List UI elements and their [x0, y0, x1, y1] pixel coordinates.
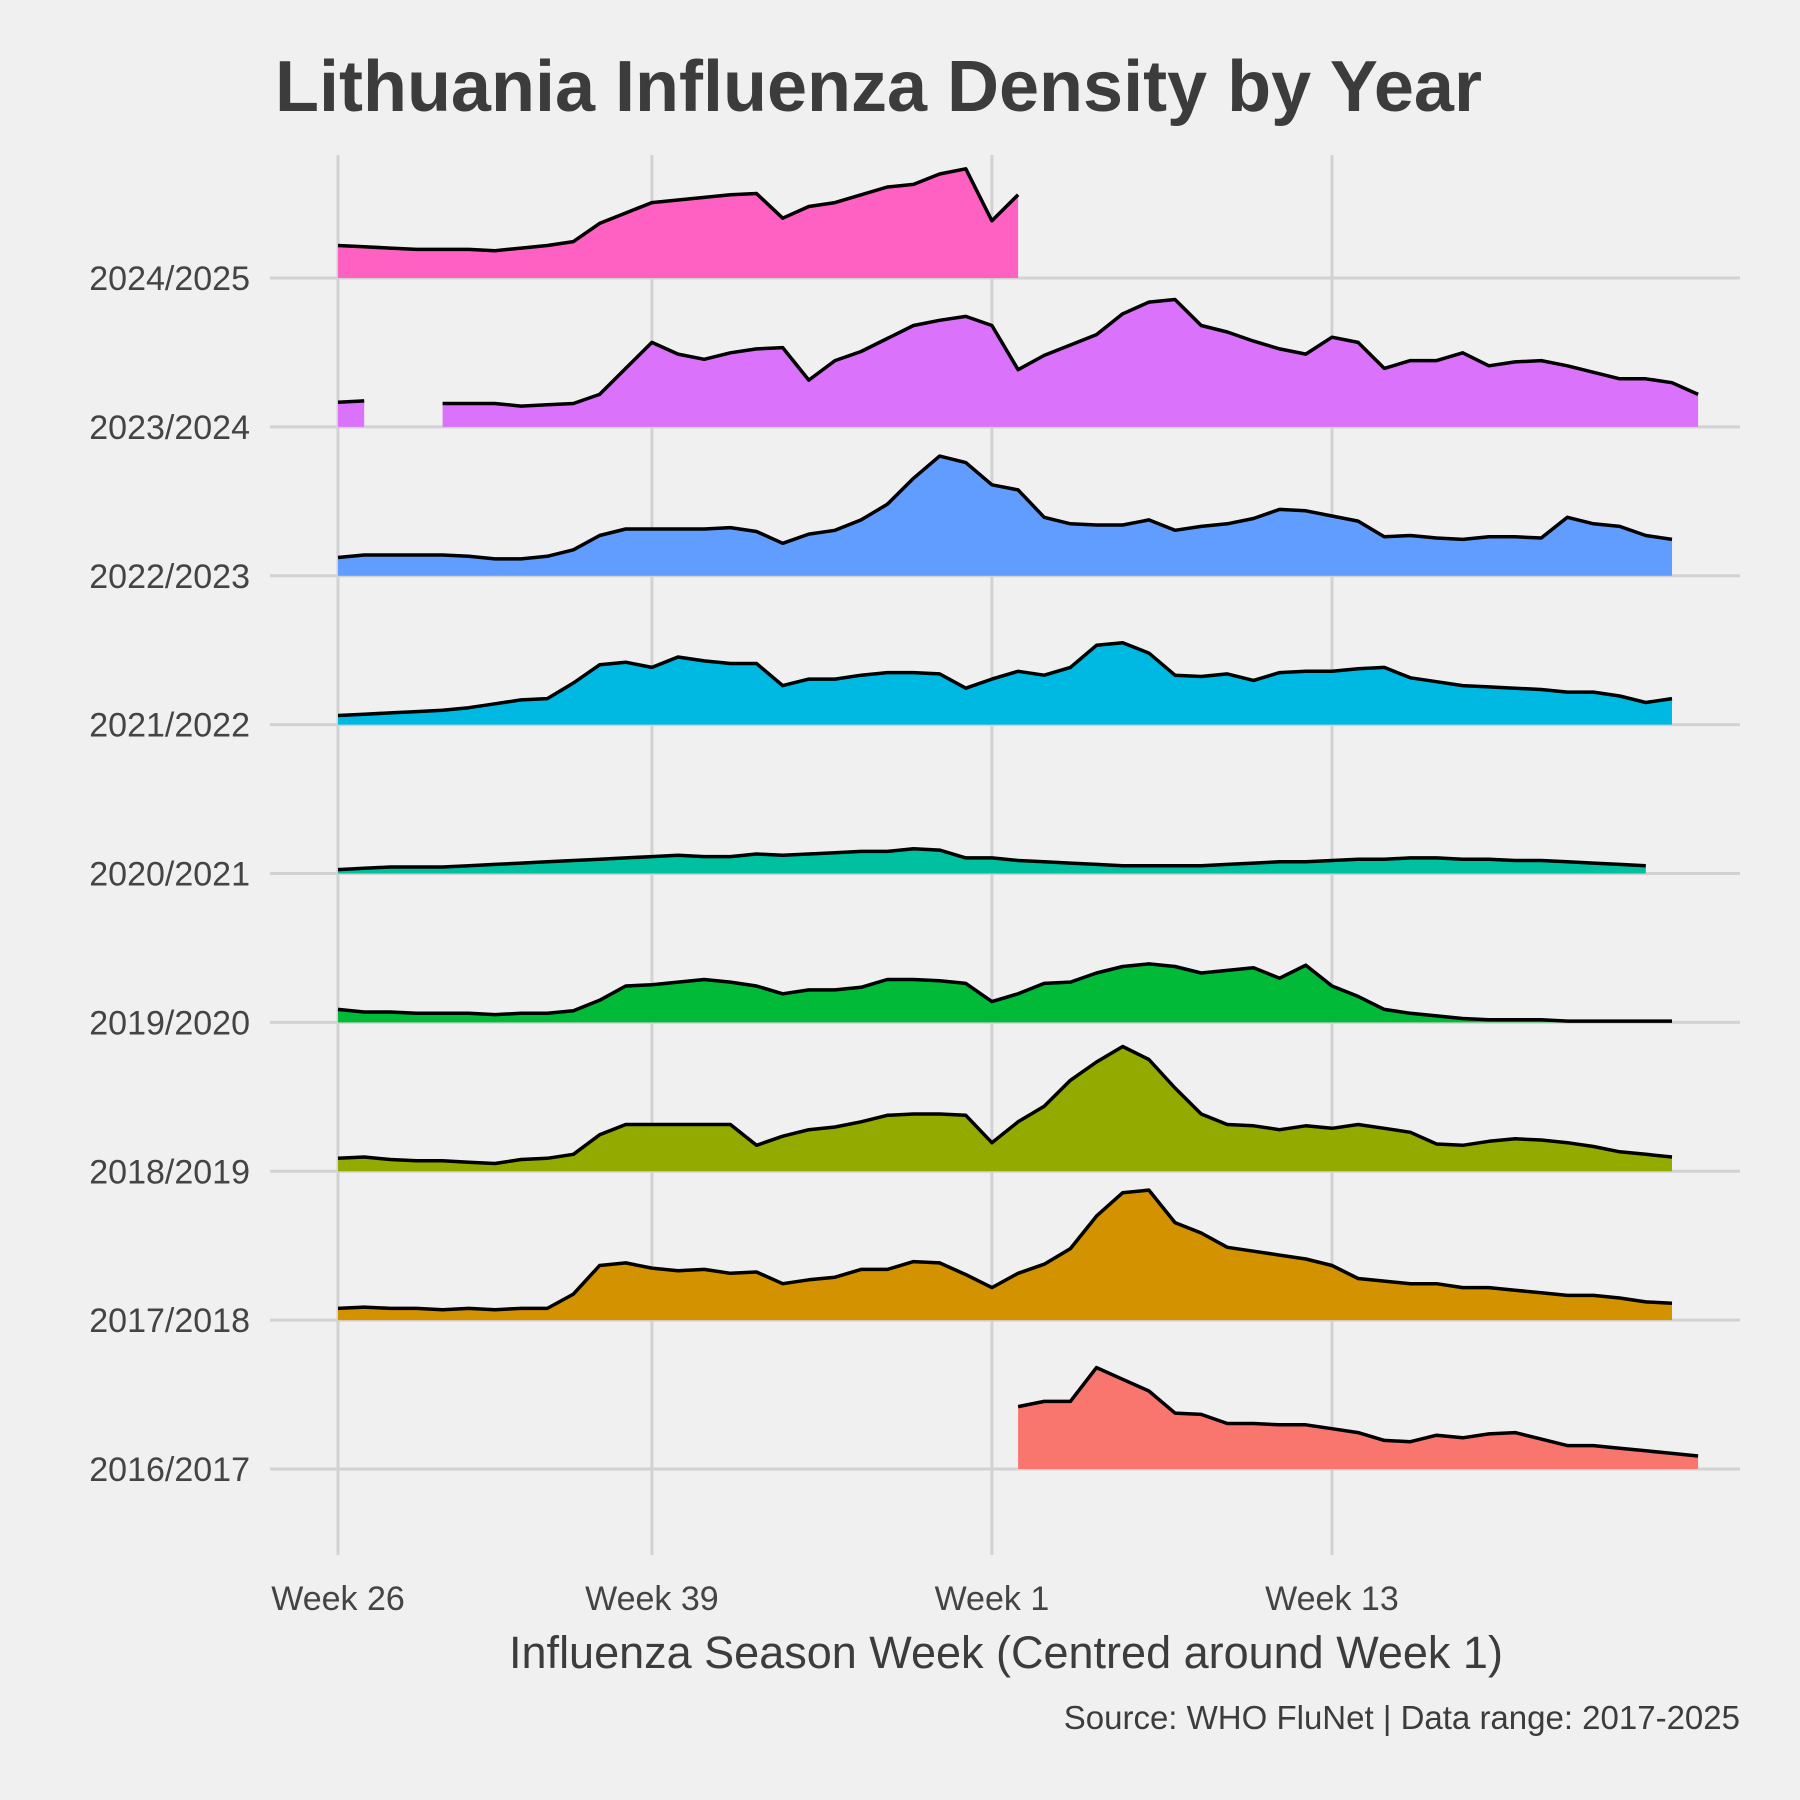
y-tick-label: 2019/2020	[89, 1004, 250, 1042]
x-tick-label: Week 26	[271, 1580, 405, 1618]
ridge-line	[337, 454, 1673, 561]
y-tick-label: 2023/2024	[89, 409, 250, 447]
y-tick-label: 2020/2021	[89, 856, 250, 894]
ridge-line	[337, 1044, 1673, 1166]
ridge-2018-2019	[337, 1044, 1673, 1172]
y-tick-label: 2016/2017	[89, 1451, 250, 1489]
ridge-2021-2022	[337, 640, 1673, 725]
ridge-line	[442, 297, 1699, 408]
x-axis-label: Influenza Season Week (Centred around We…	[509, 1627, 1503, 1678]
ridge-area	[338, 1190, 1672, 1321]
ridge-2019-2020	[337, 962, 1672, 1023]
ridge-2022-2023	[337, 454, 1673, 576]
ridge-area	[338, 963, 1672, 1023]
ridge-area	[338, 1046, 1672, 1172]
ridge-2016-2017	[1017, 1365, 1699, 1469]
ridge-area	[338, 400, 365, 427]
x-tick-label: Week 13	[1265, 1580, 1399, 1618]
ridge-2023-2024	[337, 297, 1699, 427]
chart-caption: Source: WHO FluNet | Data range: 2017-20…	[1064, 1699, 1740, 1736]
ridge-area	[338, 642, 1672, 725]
ridge-area	[1018, 1367, 1699, 1469]
y-tick-label: 2022/2023	[89, 558, 250, 596]
ridge-2024-2025	[337, 167, 1020, 278]
y-tick-labels: 2016/2017 2017/2018 2018/2019 2019/2020 2020…	[89, 260, 250, 1489]
x-tick-label: Week 1	[935, 1580, 1050, 1618]
ridge-line	[1017, 1365, 1699, 1458]
x-tick-labels: Week 26 Week 39 Week 1 Week 13	[271, 1580, 1399, 1618]
ridge-2020-2021	[337, 847, 1646, 874]
x-tick-label: Week 39	[585, 1580, 719, 1618]
ridge-area	[442, 299, 1699, 427]
ridge-line	[337, 1188, 1673, 1312]
ridge-area	[338, 456, 1672, 576]
ridge-line	[337, 167, 1020, 253]
chart-title: Lithuania Influenza Density by Year	[275, 47, 1482, 127]
y-tick-label: 2018/2019	[89, 1153, 250, 1191]
ridge-line	[337, 640, 1673, 718]
ridges	[337, 167, 1699, 1469]
ridge-area	[338, 848, 1646, 874]
ridge-2017-2018	[337, 1188, 1673, 1321]
ridge-line	[337, 847, 1646, 872]
ridge-line	[337, 399, 365, 404]
ridge-line	[337, 962, 1672, 1023]
y-tick-label: 2017/2018	[89, 1302, 250, 1340]
y-tick-label: 2024/2025	[89, 260, 250, 298]
y-tick-label: 2021/2022	[89, 707, 250, 745]
